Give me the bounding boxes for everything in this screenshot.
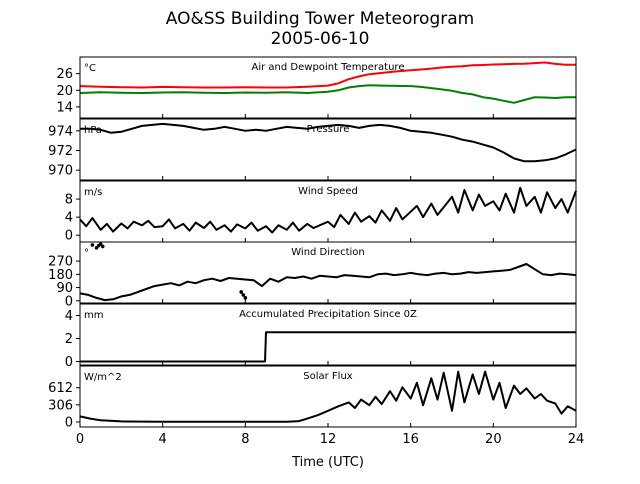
- y-tick-label: 4: [65, 211, 73, 226]
- x-axis-label: Time (UTC): [291, 455, 364, 470]
- series-line-0: [79, 263, 577, 302]
- series-line-1: [79, 84, 576, 104]
- panel-1: 970 972 974 hPa Pressure: [48, 118, 577, 181]
- y-tick-label: 26: [56, 67, 73, 82]
- y-tick-label: 270: [48, 255, 73, 270]
- panel-background: [80, 242, 576, 303]
- y-tick-label: 90: [56, 281, 73, 296]
- panel-background: [80, 119, 576, 180]
- panel-frame: [79, 365, 577, 428]
- x-tick-label: 4: [159, 432, 167, 447]
- y-tick-label: 0: [65, 229, 73, 244]
- chart-subtitle: 2005-06-10: [271, 29, 370, 49]
- series-line-0: [79, 61, 576, 89]
- panel-title: Pressure: [307, 124, 350, 135]
- x-tick-label: 8: [241, 432, 249, 447]
- series-line-0: [79, 186, 577, 234]
- panel-units: °C: [84, 63, 96, 74]
- y-tick-label: 180: [48, 268, 73, 283]
- y-tick-label: 14: [56, 100, 73, 115]
- chart-title: AO&SS Building Tower Meteorogram: [166, 9, 474, 29]
- y-tick-label: 0: [65, 415, 73, 430]
- x-tick-label: 16: [402, 432, 419, 447]
- scatter-point: [241, 293, 246, 297]
- panel-units: mm: [84, 310, 103, 321]
- panel-5: 0 306 612 W/m^2 Solar Flux: [48, 365, 577, 430]
- scatter-point: [90, 243, 95, 247]
- panel-title: Air and Dewpoint Temperature: [252, 62, 405, 73]
- y-tick-label: 972: [48, 144, 73, 159]
- y-tick-label: 8: [65, 193, 73, 208]
- x-tick-label: 0: [76, 432, 84, 447]
- x-tick-label: 12: [320, 432, 337, 447]
- panel-units: hPa: [84, 125, 102, 136]
- panel-units: m/s: [84, 187, 102, 198]
- series-line-0: [79, 370, 577, 423]
- panel-title: Wind Direction: [291, 247, 365, 258]
- series-line-0: [80, 122, 577, 163]
- panel-frame: [79, 56, 577, 119]
- y-tick-label: 306: [48, 398, 73, 413]
- panel-title: Accumulated Precipitation Since 0Z: [239, 309, 417, 320]
- panel-2: 0 4 8 m/s Wind Speed: [65, 180, 577, 244]
- y-tick-label: 970: [48, 164, 73, 179]
- scatter-point: [243, 296, 248, 300]
- panel-frame: [79, 241, 577, 304]
- panel-background: [80, 181, 576, 242]
- scatter-point: [239, 290, 243, 294]
- y-tick-label: 20: [56, 84, 73, 99]
- y-tick-label: 4: [65, 309, 73, 324]
- panel-frame: [79, 118, 577, 181]
- y-tick-label: 2: [65, 332, 73, 347]
- y-tick-label: 612: [48, 381, 73, 396]
- panel-background: [80, 304, 576, 365]
- panel-units: °: [84, 248, 89, 259]
- scatter-point: [100, 244, 105, 249]
- y-tick-label: 0: [65, 294, 73, 309]
- panel-units: W/m^2: [84, 372, 122, 383]
- panel-4: 0 2 4 mm Accumulated Precipitation Since 0Z: [65, 303, 577, 370]
- x-tick-label: 24: [568, 432, 585, 447]
- y-tick-label: 974: [48, 124, 73, 139]
- panel-frame: [79, 303, 577, 366]
- panel-title: Solar Flux: [303, 371, 353, 382]
- panel-title: Wind Speed: [298, 186, 358, 197]
- series-line-0: [80, 331, 576, 363]
- x-tick-label: 20: [485, 432, 502, 447]
- y-tick-label: 0: [65, 355, 73, 370]
